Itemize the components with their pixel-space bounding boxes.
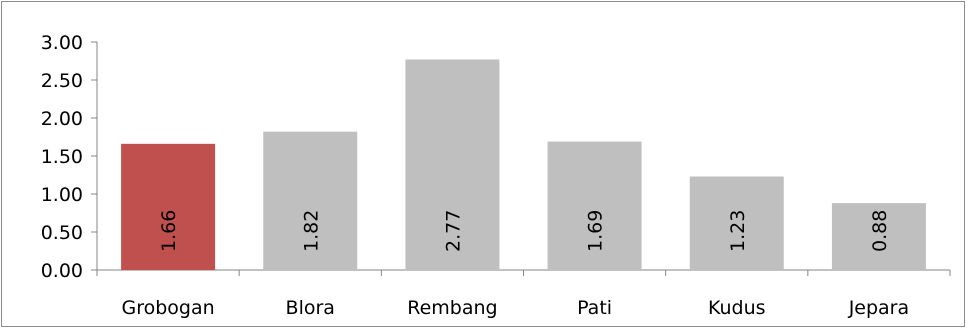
data-label: 1.66	[158, 210, 180, 252]
bar-rembang	[405, 59, 500, 271]
data-label: 1.82	[300, 210, 322, 252]
category-label: Jepara	[848, 297, 909, 319]
category-label: Rembang	[407, 297, 497, 319]
category-labels: Grobogan Blora Rembang Pati Kudus Jepara	[121, 297, 909, 319]
y-tick-label: 0.00	[41, 260, 83, 282]
y-tick-label: 1.00	[41, 184, 83, 206]
category-label: Kudus	[708, 297, 766, 319]
category-label: Pati	[577, 297, 612, 319]
data-label: 2.77	[442, 210, 464, 252]
bars	[121, 59, 926, 271]
data-label: 0.88	[869, 210, 891, 252]
bar-blora	[263, 131, 358, 270]
category-label: Grobogan	[121, 297, 214, 319]
y-tick-label: 2.50	[41, 70, 83, 92]
bar-kudus	[689, 176, 784, 270]
bar-grobogan	[121, 143, 216, 270]
y-tick-label: 1.50	[41, 146, 83, 168]
y-tick-label: 3.00	[41, 32, 83, 54]
data-label: 1.23	[727, 210, 749, 252]
y-tick-label: 2.00	[41, 108, 83, 130]
data-label: 1.69	[585, 210, 607, 252]
y-axis: 0.00 0.50 1.00 1.50 2.00 2.50 3.00	[41, 32, 98, 282]
category-label: Blora	[286, 297, 335, 319]
y-tick-label: 0.50	[41, 222, 83, 244]
data-labels: 1.66 1.82 2.77 1.69 1.23 0.88	[158, 210, 891, 252]
bar-pati	[547, 141, 642, 270]
bar-jepara	[831, 203, 926, 270]
x-axis	[96, 269, 951, 276]
